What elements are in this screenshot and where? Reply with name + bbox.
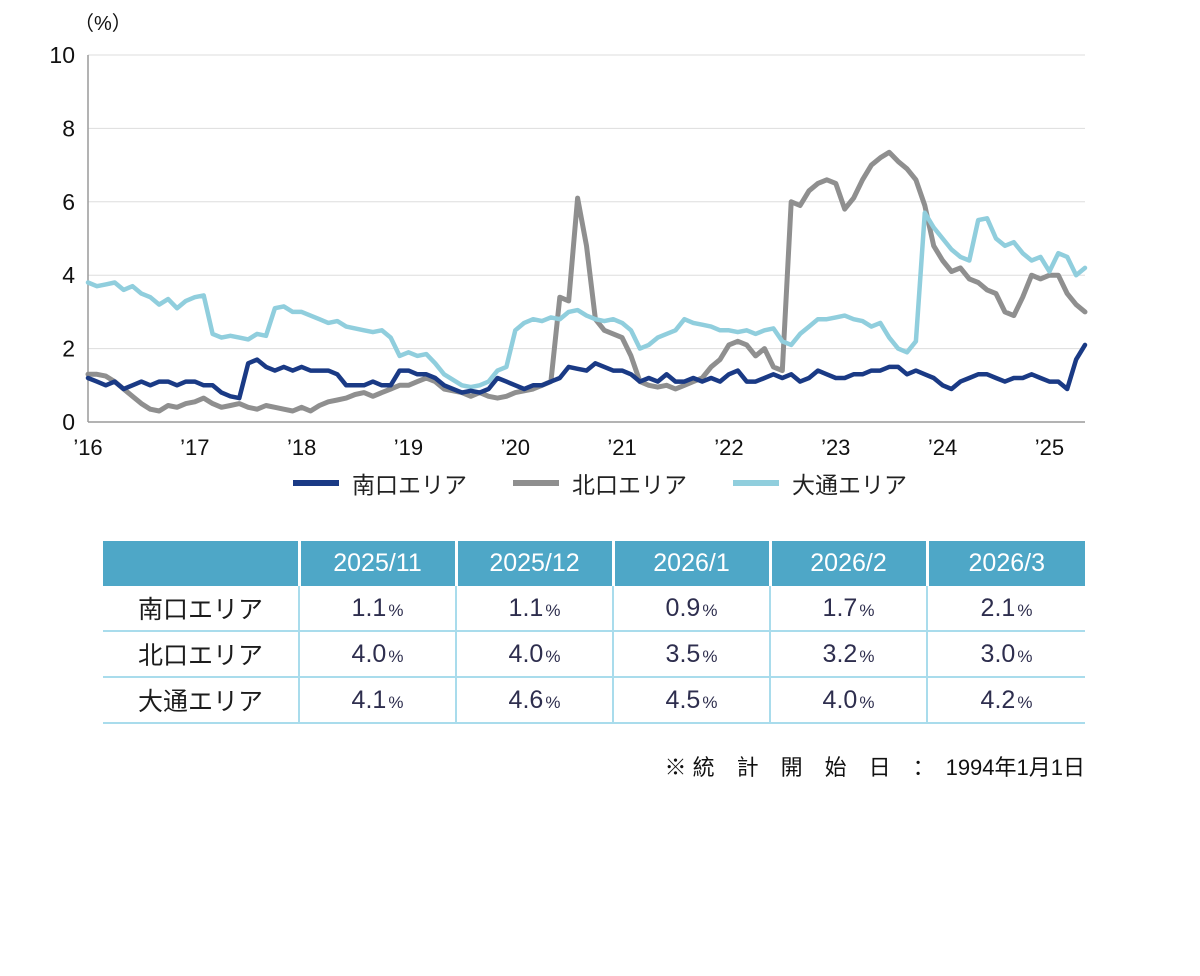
- table-row: 北口エリア 4.0% 4.0% 3.5% 3.2% 3.0%: [103, 631, 1085, 678]
- svg-text:’25: ’25: [1035, 435, 1064, 460]
- percent-unit: %: [702, 646, 718, 666]
- row-label: 北口エリア: [103, 631, 299, 678]
- svg-text:’21: ’21: [607, 435, 636, 460]
- legend-line-swatch-lightblue: [733, 480, 779, 486]
- legend-item-minamiguchi: 南口エリア: [293, 466, 467, 500]
- svg-text:10: 10: [49, 42, 75, 68]
- svg-text:4: 4: [62, 262, 75, 288]
- svg-text:’17: ’17: [180, 435, 209, 460]
- table-cell: 2.1%: [926, 586, 1085, 632]
- percent-unit: %: [1017, 600, 1033, 620]
- legend-label: 北口エリア: [572, 472, 687, 498]
- svg-text:’18: ’18: [287, 435, 316, 460]
- table-cell: 1.1%: [298, 586, 456, 632]
- occupancy-line-chart: 0 2 4 6 8 10 （%） ’16 ’17 ’18 ’19 ’20 ’21 ’22 ’23 ’24 ’25: [49, 12, 1088, 460]
- percent-unit: %: [545, 692, 561, 712]
- table-cell: 3.0%: [926, 631, 1085, 678]
- svg-text:’20: ’20: [501, 435, 530, 460]
- table-header-row: 2025/11 2025/12 2026/1 2026/2 2026/3: [103, 541, 1085, 586]
- row-label: 大通エリア: [103, 677, 299, 724]
- table-cell: 4.0%: [455, 631, 613, 678]
- svg-text:’24: ’24: [928, 435, 957, 460]
- svg-text:’22: ’22: [714, 435, 743, 460]
- table-cell: 1.1%: [455, 586, 613, 632]
- table-column-header: 2025/11: [297, 541, 456, 586]
- table-cell: 4.5%: [612, 677, 770, 724]
- svg-text:’19: ’19: [394, 435, 423, 460]
- chart-legend: 南口エリア 北口エリア 大通エリア: [0, 466, 1200, 500]
- percent-unit: %: [545, 646, 561, 666]
- table-column-header: 2026/2: [768, 541, 927, 586]
- percent-unit: %: [388, 692, 404, 712]
- svg-text:’16: ’16: [73, 435, 102, 460]
- svg-text:’23: ’23: [821, 435, 850, 460]
- table-column-header: 2025/12: [454, 541, 613, 586]
- svg-text:2: 2: [62, 336, 75, 362]
- legend-item-odori: 大通エリア: [733, 466, 907, 500]
- percent-unit: %: [859, 692, 875, 712]
- percent-unit: %: [545, 600, 561, 620]
- table-column-header: 2026/1: [611, 541, 770, 586]
- legend-label: 大通エリア: [792, 472, 907, 498]
- legend-item-kitaguchi: 北口エリア: [513, 466, 687, 500]
- percent-unit: %: [859, 600, 875, 620]
- table-corner-cell: [103, 541, 299, 586]
- table-cell: 4.2%: [926, 677, 1085, 724]
- table-cell: 4.1%: [298, 677, 456, 724]
- svg-text:6: 6: [62, 189, 75, 215]
- table-cell: 1.7%: [769, 586, 927, 632]
- percent-unit: %: [1017, 646, 1033, 666]
- legend-line-swatch-gray: [513, 480, 559, 486]
- percent-unit: %: [702, 600, 718, 620]
- table-row: 大通エリア 4.1% 4.6% 4.5% 4.0% 4.2%: [103, 677, 1085, 724]
- row-label: 南口エリア: [103, 586, 299, 632]
- table-cell: 3.5%: [612, 631, 770, 678]
- percent-unit: %: [859, 646, 875, 666]
- legend-line-swatch-navy: [293, 480, 339, 486]
- table-cell: 4.0%: [769, 677, 927, 724]
- table-cell: 4.6%: [455, 677, 613, 724]
- table-column-header: 2026/3: [925, 541, 1085, 586]
- percent-unit: %: [388, 646, 404, 666]
- legend-label: 南口エリア: [352, 472, 467, 498]
- svg-text:（%）: （%）: [74, 12, 132, 35]
- table-cell: 4.0%: [298, 631, 456, 678]
- percent-unit: %: [388, 600, 404, 620]
- svg-text:8: 8: [62, 115, 75, 141]
- table-cell: 3.2%: [769, 631, 927, 678]
- table-cell: 0.9%: [612, 586, 770, 632]
- table-row: 南口エリア 1.1% 1.1% 0.9% 1.7% 2.1%: [103, 586, 1085, 632]
- percent-unit: %: [702, 692, 718, 712]
- percent-unit: %: [1017, 692, 1033, 712]
- stats-start-date-note: ※ 統 計 開 始 日 ： 1994年1月1日: [664, 755, 1085, 780]
- svg-text:0: 0: [62, 409, 75, 435]
- monthly-rate-table: 2025/11 2025/12 2026/1 2026/2 2026/3 南口エ…: [103, 541, 1085, 724]
